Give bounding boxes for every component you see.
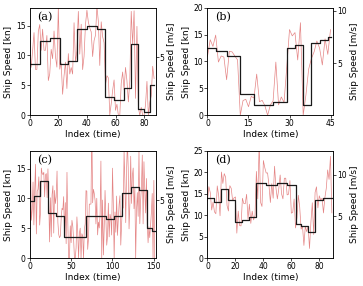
Y-axis label: Ship Speed [kn]: Ship Speed [kn] [182, 25, 191, 98]
X-axis label: Index (time): Index (time) [65, 273, 121, 282]
X-axis label: Index (time): Index (time) [65, 130, 121, 139]
Y-axis label: Ship Speed [kn]: Ship Speed [kn] [182, 168, 191, 241]
Text: (b): (b) [215, 12, 231, 22]
Y-axis label: Ship Speed [m/s]: Ship Speed [m/s] [167, 166, 176, 243]
Text: (a): (a) [37, 12, 53, 22]
Y-axis label: Ship Speed [m/s]: Ship Speed [m/s] [167, 23, 176, 100]
Text: (c): (c) [37, 155, 52, 165]
Y-axis label: Ship Speed [kn]: Ship Speed [kn] [4, 25, 13, 98]
X-axis label: Index (time): Index (time) [242, 130, 298, 139]
Y-axis label: Ship Speed [kn]: Ship Speed [kn] [4, 168, 13, 241]
X-axis label: Index (time): Index (time) [242, 273, 298, 282]
Y-axis label: Ship Speed [m/s]: Ship Speed [m/s] [350, 23, 359, 100]
Text: (d): (d) [215, 155, 231, 165]
Y-axis label: Ship Speed [m/s]: Ship Speed [m/s] [350, 166, 359, 243]
